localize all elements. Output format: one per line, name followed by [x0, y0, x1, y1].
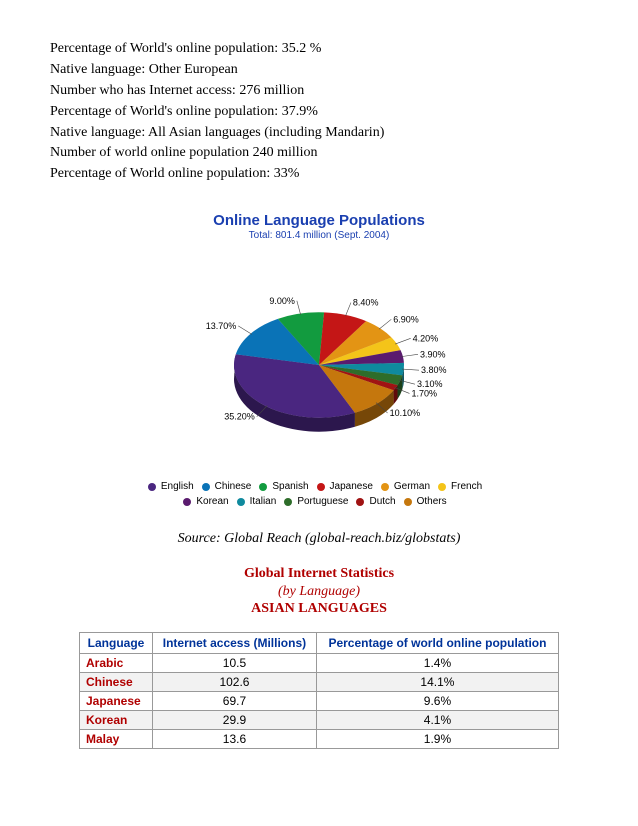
legend-label: French	[451, 481, 482, 492]
slice-label: 6.90%	[393, 315, 419, 325]
slice-label: 9.00%	[269, 296, 295, 306]
slice-label: 4.20%	[413, 334, 439, 344]
chart-subtitle: Total: 801.4 million (Sept. 2004)	[50, 230, 588, 241]
heading-line-1: Global Internet Statistics	[244, 566, 394, 581]
intro-line: Native language: Other European	[50, 61, 588, 80]
legend-dot-icon	[202, 483, 210, 491]
cell-percentage: 14.1%	[316, 672, 558, 691]
cell-language: Arabic	[80, 653, 153, 672]
legend-item: Japanese	[317, 481, 373, 492]
slice-label: 1.70%	[411, 389, 437, 399]
legend-item: French	[438, 481, 482, 492]
cell-percentage: 9.6%	[316, 691, 558, 710]
chart-legend: English Chinese Spanish Japanese German Frenc…	[139, 479, 499, 509]
table-row: Malay13.61.9%	[80, 729, 559, 748]
cell-access: 13.6	[153, 729, 317, 748]
cell-access: 102.6	[153, 672, 317, 691]
cell-percentage: 1.4%	[316, 653, 558, 672]
legend-label: Spanish	[272, 481, 308, 492]
legend-dot-icon	[381, 483, 389, 491]
legend-label: Italian	[250, 496, 277, 507]
legend-item: Korean	[183, 496, 228, 507]
legend-item: Others	[404, 496, 447, 507]
legend-item: German	[381, 481, 430, 492]
legend-dot-icon	[356, 498, 364, 506]
legend-label: German	[394, 481, 430, 492]
legend-label: Japanese	[330, 481, 373, 492]
legend-dot-icon	[438, 483, 446, 491]
cell-language: Chinese	[80, 672, 153, 691]
legend-label: Chinese	[215, 481, 252, 492]
intro-line: Number of world online population 240 mi…	[50, 144, 588, 163]
legend-dot-icon	[317, 483, 325, 491]
cell-access: 10.5	[153, 653, 317, 672]
slice-label: 35.20%	[224, 412, 255, 422]
table-row: Korean29.94.1%	[80, 710, 559, 729]
chart-title: Online Language Populations	[50, 212, 588, 229]
intro-line: Percentage of World's online population:…	[50, 103, 588, 122]
slice-label: 8.40%	[353, 298, 379, 308]
legend-dot-icon	[148, 483, 156, 491]
legend-dot-icon	[237, 498, 245, 506]
table-row: Japanese69.79.6%	[80, 691, 559, 710]
cell-language: Korean	[80, 710, 153, 729]
cell-percentage: 4.1%	[316, 710, 558, 729]
cell-language: Malay	[80, 729, 153, 748]
intro-line: Native language: All Asian languages (in…	[50, 124, 588, 143]
slice-label: 3.80%	[421, 365, 447, 375]
legend-item: Spanish	[259, 481, 308, 492]
col-percentage: Percentage of world online population	[316, 632, 558, 653]
legend-label: Korean	[196, 496, 228, 507]
source-line: Source: Global Reach (global-reach.biz/g…	[50, 531, 588, 547]
legend-item: Italian	[237, 496, 277, 507]
slice-label: 3.90%	[420, 350, 446, 360]
table-row: Arabic10.51.4%	[80, 653, 559, 672]
legend-dot-icon	[404, 498, 412, 506]
cell-language: Japanese	[80, 691, 153, 710]
pie-chart-svg: 35.20% 13.70% 9.00% 8.40% 6.90% 4.20% 3.90% 3.8…	[159, 245, 479, 475]
legend-item: Portuguese	[284, 496, 348, 507]
intro-block: Percentage of World's online population:…	[50, 40, 588, 184]
legend-label: Dutch	[369, 496, 395, 507]
slice-label: 10.10%	[390, 408, 421, 418]
legend-dot-icon	[183, 498, 191, 506]
intro-line: Percentage of World online population: 3…	[50, 165, 588, 184]
cell-percentage: 1.9%	[316, 729, 558, 748]
legend-item: Chinese	[202, 481, 252, 492]
cell-access: 29.9	[153, 710, 317, 729]
slice-label: 13.70%	[206, 321, 237, 331]
languages-table: Language Internet access (Millions) Perc…	[79, 632, 559, 749]
legend-label: Portuguese	[297, 496, 348, 507]
table-row: Chinese102.614.1%	[80, 672, 559, 691]
cell-access: 69.7	[153, 691, 317, 710]
col-access: Internet access (Millions)	[153, 632, 317, 653]
legend-label: Others	[417, 496, 447, 507]
legend-dot-icon	[284, 498, 292, 506]
legend-item: Dutch	[356, 496, 395, 507]
section-heading: Global Internet Statistics (by Language)…	[50, 565, 588, 618]
pie-chart-figure: Online Language Populations Total: 801.4…	[50, 212, 588, 509]
legend-label: English	[161, 481, 194, 492]
legend-item: English	[148, 481, 194, 492]
col-language: Language	[80, 632, 153, 653]
heading-line-3: ASIAN LANGUAGES	[251, 601, 387, 616]
heading-line-2: (by Language)	[278, 584, 360, 599]
legend-dot-icon	[259, 483, 267, 491]
intro-line: Number who has Internet access: 276 mill…	[50, 82, 588, 101]
intro-line: Percentage of World's online population:…	[50, 40, 588, 59]
